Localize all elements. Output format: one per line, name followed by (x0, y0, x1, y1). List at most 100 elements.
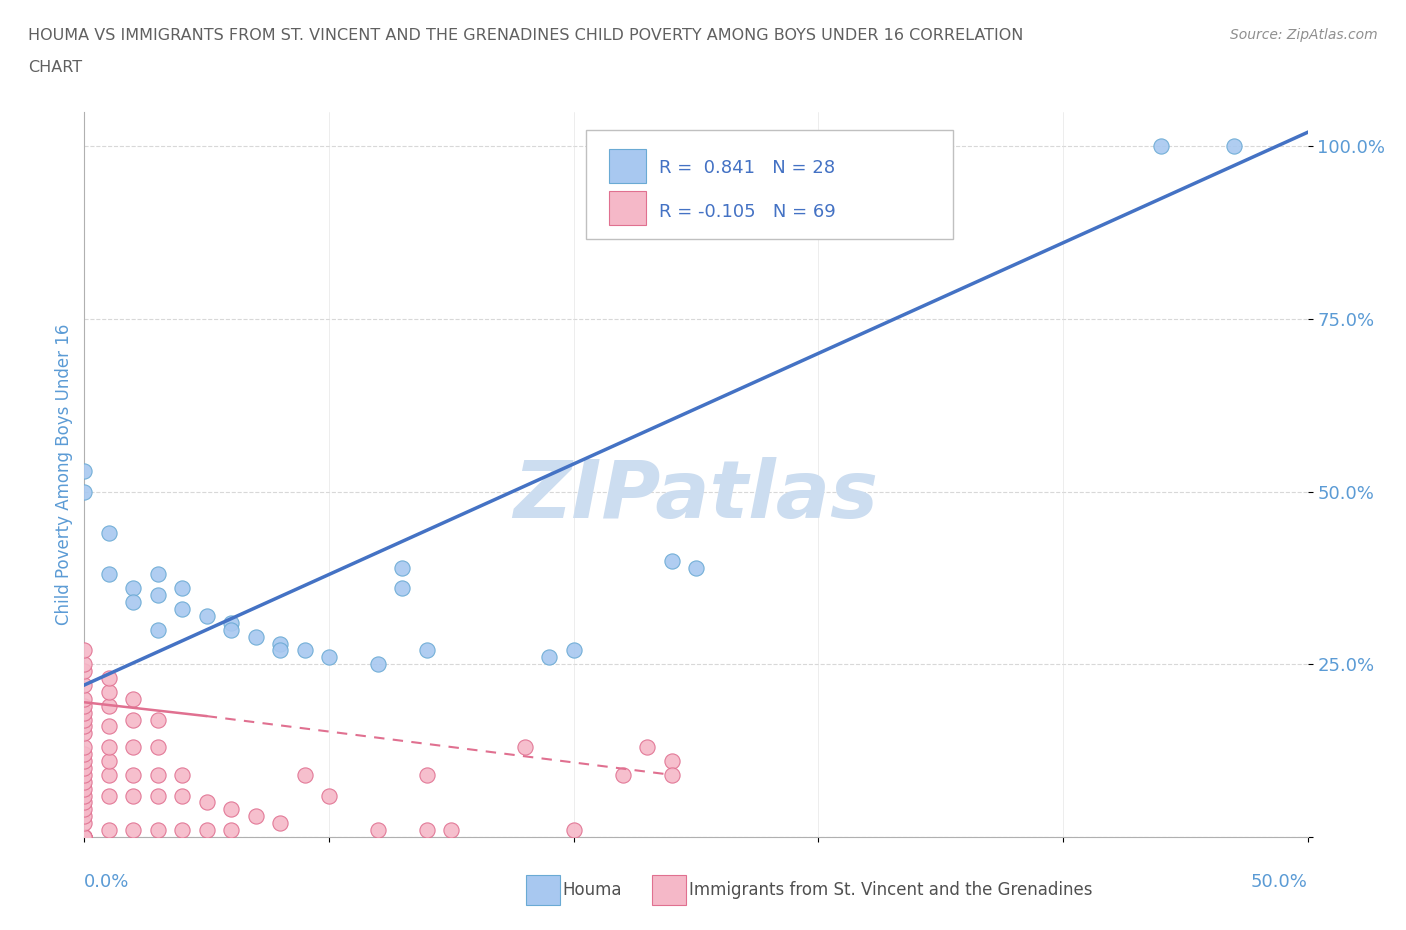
Point (172, 767, 194, 782)
Point (97, 684, 120, 699)
Text: 50.0%: 50.0% (1251, 873, 1308, 891)
Point (146, 567, 169, 582)
Point (73, 830, 96, 844)
Point (73, 739, 96, 754)
Point (513, 739, 536, 754)
Point (73, 809, 96, 824)
Point (562, 643, 585, 658)
Point (97, 671, 120, 685)
Point (97, 698, 120, 713)
Point (73, 463, 96, 478)
Point (245, 630, 267, 644)
Point (73, 781, 96, 796)
Point (269, 636, 291, 651)
Point (73, 705, 96, 720)
FancyBboxPatch shape (609, 191, 645, 225)
Point (294, 643, 316, 658)
Point (294, 767, 316, 782)
Point (73, 678, 96, 693)
Point (219, 802, 242, 817)
Point (97, 739, 120, 754)
Point (146, 712, 169, 727)
Point (219, 823, 242, 838)
Point (367, 657, 389, 671)
Point (636, 739, 658, 754)
Point (73, 830, 96, 844)
Point (73, 698, 96, 713)
Point (73, 830, 96, 844)
Point (97, 719, 120, 734)
Point (97, 788, 120, 803)
Point (661, 767, 683, 782)
Point (269, 643, 291, 658)
Point (73, 657, 96, 671)
Point (122, 739, 145, 754)
Text: Source: ZipAtlas.com: Source: ZipAtlas.com (1230, 28, 1378, 42)
Point (73, 761, 96, 776)
Point (195, 608, 218, 623)
Point (172, 788, 194, 803)
Point (172, 581, 194, 596)
Text: HOUMA VS IMMIGRANTS FROM ST. VINCENT AND THE GRENADINES CHILD POVERTY AMONG BOYS: HOUMA VS IMMIGRANTS FROM ST. VINCENT AND… (28, 28, 1024, 43)
Point (685, 560, 707, 575)
Point (73, 643, 96, 658)
Point (391, 560, 413, 575)
Point (562, 823, 585, 838)
Point (73, 775, 96, 790)
Point (219, 622, 242, 637)
Point (661, 753, 683, 768)
Point (416, 643, 439, 658)
Point (73, 719, 96, 734)
Point (73, 802, 96, 817)
Point (73, 753, 96, 768)
Point (73, 712, 96, 727)
Point (1150, 139, 1173, 153)
Point (73, 747, 96, 762)
Point (146, 767, 169, 782)
Point (97, 525, 120, 540)
FancyBboxPatch shape (586, 130, 953, 239)
Text: CHART: CHART (28, 60, 82, 75)
Point (1223, 139, 1246, 153)
Point (97, 567, 120, 582)
Point (612, 767, 634, 782)
Point (73, 788, 96, 803)
Text: 0.0%: 0.0% (84, 873, 129, 891)
Text: ZIPatlas: ZIPatlas (513, 457, 879, 535)
Point (97, 823, 120, 838)
Point (97, 767, 120, 782)
Point (122, 581, 145, 596)
Y-axis label: Child Poverty Among Boys Under 16: Child Poverty Among Boys Under 16 (55, 324, 73, 625)
Point (146, 588, 169, 603)
Text: R =  0.841   N = 28: R = 0.841 N = 28 (659, 159, 835, 178)
Point (661, 553, 683, 568)
Point (195, 823, 218, 838)
Point (73, 816, 96, 830)
Point (172, 823, 194, 838)
Point (146, 788, 169, 803)
Point (367, 823, 389, 838)
Point (122, 823, 145, 838)
Point (73, 795, 96, 810)
Point (416, 823, 439, 838)
Point (219, 616, 242, 631)
Point (440, 823, 463, 838)
Point (122, 712, 145, 727)
Point (73, 830, 96, 844)
Point (122, 788, 145, 803)
Point (538, 650, 561, 665)
Point (391, 581, 413, 596)
Point (122, 691, 145, 706)
Point (318, 788, 340, 803)
Point (416, 767, 439, 782)
Point (73, 664, 96, 679)
Point (73, 691, 96, 706)
Point (318, 650, 340, 665)
Point (73, 726, 96, 741)
Point (146, 823, 169, 838)
Text: Immigrants from St. Vincent and the Grenadines: Immigrants from St. Vincent and the Gren… (689, 881, 1092, 899)
Text: R = -0.105   N = 69: R = -0.105 N = 69 (659, 203, 837, 220)
Point (73, 485, 96, 499)
Point (146, 622, 169, 637)
Point (122, 767, 145, 782)
